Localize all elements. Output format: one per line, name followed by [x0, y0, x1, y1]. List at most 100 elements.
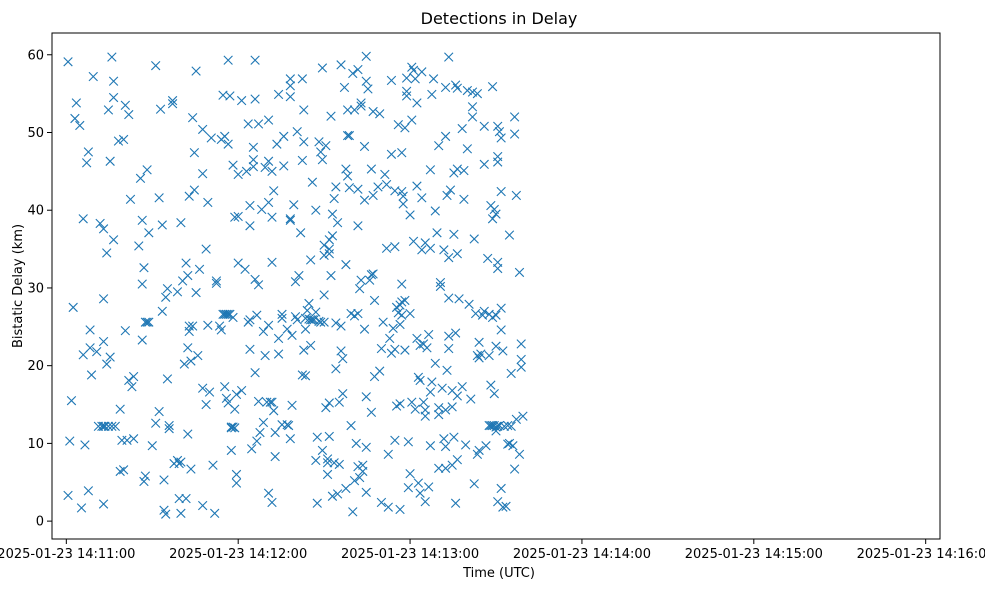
- data-point: [368, 106, 378, 117]
- data-point: [395, 399, 405, 409]
- data-point: [353, 64, 363, 75]
- data-point: [356, 98, 366, 108]
- data-point: [162, 284, 173, 294]
- plot-area: [52, 33, 940, 539]
- y-tick-label: 40: [27, 204, 44, 219]
- data-point: [263, 115, 274, 125]
- data-point: [172, 287, 183, 297]
- data-point: [125, 194, 136, 205]
- data-point: [252, 310, 262, 320]
- data-point: [233, 169, 243, 180]
- data-point: [223, 309, 233, 320]
- data-point: [499, 421, 509, 431]
- data-point: [487, 214, 498, 224]
- data-point: [479, 306, 489, 316]
- data-point: [115, 404, 125, 414]
- data-point: [496, 186, 506, 197]
- data-point: [118, 134, 129, 145]
- data-point: [400, 345, 410, 355]
- x-tick-label: 2025-01-23 14:12:00: [169, 547, 307, 562]
- data-point: [127, 381, 137, 392]
- data-point: [493, 151, 503, 162]
- data-point: [504, 230, 515, 240]
- data-point: [420, 411, 430, 421]
- data-point: [231, 389, 242, 400]
- data-point: [137, 279, 147, 289]
- x-tick-label: 2025-01-23 14:15:00: [685, 547, 823, 562]
- data-point: [193, 350, 203, 361]
- data-point: [417, 193, 427, 203]
- data-point: [157, 306, 167, 316]
- data-point: [494, 127, 505, 137]
- data-point: [316, 147, 326, 157]
- data-point: [230, 212, 240, 222]
- data-point: [162, 374, 173, 384]
- data-point: [103, 421, 114, 431]
- data-point: [386, 149, 397, 159]
- data-point: [267, 212, 277, 222]
- data-point: [417, 67, 427, 77]
- data-point: [454, 294, 464, 304]
- data-point: [189, 185, 200, 195]
- data-point: [331, 318, 341, 328]
- data-point: [228, 160, 238, 170]
- y-tick-label: 10: [27, 437, 44, 452]
- data-point: [305, 255, 316, 265]
- data-point: [491, 341, 501, 351]
- data-point: [176, 508, 186, 519]
- data-point: [326, 270, 336, 281]
- data-point: [243, 119, 253, 129]
- data-point: [514, 449, 525, 459]
- data-point: [155, 104, 166, 114]
- data-point: [120, 100, 131, 110]
- data-point: [307, 177, 318, 187]
- data-point: [376, 343, 387, 354]
- data-point: [373, 182, 383, 192]
- data-point: [220, 381, 230, 392]
- data-point: [312, 498, 322, 508]
- data-point: [338, 353, 348, 364]
- data-point: [267, 257, 277, 267]
- data-point: [245, 221, 255, 231]
- data-point: [469, 234, 479, 244]
- data-point: [179, 359, 190, 369]
- data-point: [221, 309, 232, 320]
- data-point: [496, 483, 506, 494]
- data-point: [88, 71, 98, 82]
- data-point: [405, 308, 415, 319]
- data-point: [292, 315, 302, 325]
- data-point: [332, 217, 343, 228]
- data-point: [105, 352, 115, 362]
- data-point: [493, 263, 503, 274]
- data-point: [208, 460, 218, 470]
- data-point: [273, 333, 284, 344]
- data-point: [321, 141, 331, 151]
- data-point: [83, 147, 94, 157]
- data-point: [444, 293, 454, 303]
- data-point: [369, 295, 380, 306]
- x-tick-label: 2025-01-23 14:13:00: [341, 547, 479, 562]
- data-point: [484, 350, 494, 361]
- y-tick-label: 0: [36, 515, 44, 530]
- data-point: [464, 299, 474, 309]
- data-point: [107, 421, 117, 431]
- data-point: [503, 439, 513, 449]
- data-point: [231, 478, 242, 488]
- data-point: [108, 92, 119, 103]
- data-point: [430, 358, 440, 369]
- data-point: [317, 63, 328, 73]
- data-point: [277, 313, 287, 323]
- data-point: [191, 66, 201, 76]
- x-axis-ticks: 2025-01-23 14:11:00 2025-01-23 14:12:00 20…: [0, 539, 985, 562]
- data-point: [388, 323, 398, 334]
- y-tick-label: 20: [27, 359, 44, 374]
- x-tick-label: 2025-01-23 14:14:00: [513, 547, 651, 562]
- data-point: [444, 343, 454, 354]
- data-point: [197, 383, 208, 393]
- data-point: [76, 503, 87, 513]
- x-axis-title: Time (UTC): [462, 566, 535, 581]
- data-point: [194, 264, 205, 274]
- data-point: [95, 218, 105, 229]
- data-point: [440, 131, 451, 142]
- data-point: [299, 137, 309, 147]
